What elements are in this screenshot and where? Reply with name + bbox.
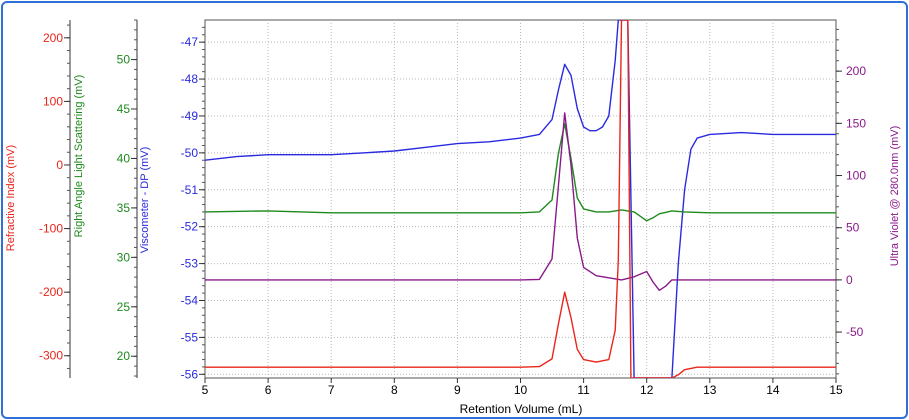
visc-tick-label: -47 (181, 35, 199, 49)
rals-tick-label: 30 (117, 250, 131, 264)
ri-tick-label: 100 (43, 94, 63, 108)
visc-tick-label: -52 (181, 220, 199, 234)
uv-tick-label: 200 (846, 64, 866, 78)
x-tick-label: 11 (577, 383, 590, 397)
uv-tick-label: 50 (846, 221, 860, 235)
uv-tick-label: 0 (846, 273, 853, 287)
visc-axis-label: Viscometer - DP (mV) (139, 147, 151, 254)
uv-axis-label: Ultra Violet @ 280.0nm (mV) (889, 126, 901, 267)
visc-tick-label: -51 (181, 183, 199, 197)
ri-tick-label: -200 (39, 285, 63, 299)
visc-tick-label: -53 (181, 257, 199, 271)
ri-series-line (205, 20, 836, 378)
visc-tick-label: -54 (181, 293, 199, 307)
x-tick-label: 5 (202, 383, 209, 397)
visc-series-line (205, 20, 836, 378)
x-tick-label: 14 (766, 383, 780, 397)
rals-tick-label: 50 (117, 53, 131, 67)
plot-frame (204, 19, 837, 379)
uv-tick-label: 100 (846, 169, 866, 183)
rals-series-line (205, 123, 836, 222)
x-tick-label: 15 (829, 383, 843, 397)
ri-tick-label: 0 (56, 158, 63, 172)
visc-tick-label: -56 (181, 367, 199, 381)
rals-tick-label: 35 (117, 201, 131, 215)
uv-tick-label: -50 (846, 325, 864, 339)
visc-tick-label: -55 (181, 330, 199, 344)
rals-tick-label: 45 (117, 102, 131, 116)
ri-tick-label: 200 (43, 31, 63, 45)
x-tick-label: 9 (454, 383, 461, 397)
x-tick-label: 7 (328, 383, 335, 397)
x-tick-label: 12 (640, 383, 654, 397)
x-tick-label: 8 (391, 383, 398, 397)
rals-tick-label: 20 (117, 349, 131, 363)
rals-axis-label: Right Angle Light Scattering (mV) (73, 75, 85, 238)
visc-tick-label: -48 (181, 72, 199, 86)
visc-tick-label: -49 (181, 109, 199, 123)
x-tick-label: 13 (703, 383, 717, 397)
uv-series-line (205, 112, 836, 291)
ri-axis-label: Refractive Index (mV) (5, 145, 17, 251)
visc-tick-label: -50 (181, 146, 199, 160)
ri-tick-label: -100 (39, 222, 63, 236)
rals-tick-label: 40 (117, 151, 131, 165)
uv-tick-label: 150 (846, 116, 866, 130)
rals-tick-label: 25 (117, 300, 131, 314)
axes: 5 6 7 8 9 10 11 12 13 14 152001000-100-200-3005045… (39, 19, 866, 397)
grid (204, 19, 837, 379)
x-tick-label: 6 (265, 383, 272, 397)
plot-area (205, 20, 836, 378)
ri-tick-label: -300 (39, 349, 63, 363)
x-axis-label: Retention Volume (mL) (460, 402, 583, 416)
x-tick-label: 10 (514, 383, 528, 397)
